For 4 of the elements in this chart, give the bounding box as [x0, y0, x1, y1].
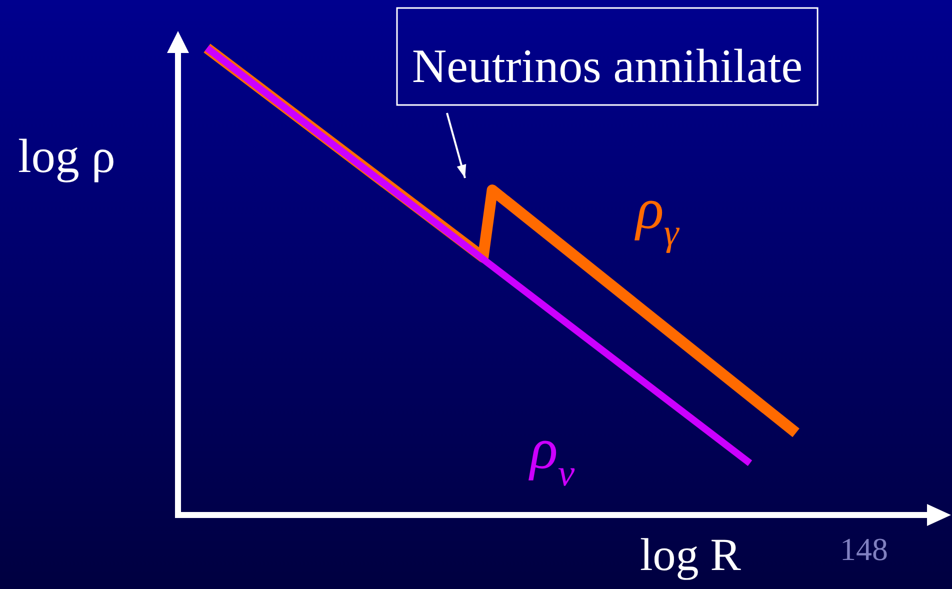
- text: 148: [840, 531, 888, 567]
- y-axis-title: log ρ: [18, 130, 116, 183]
- annotation: Neutrinos annihilate: [412, 40, 803, 93]
- x-axis-title: log R: [640, 529, 742, 580]
